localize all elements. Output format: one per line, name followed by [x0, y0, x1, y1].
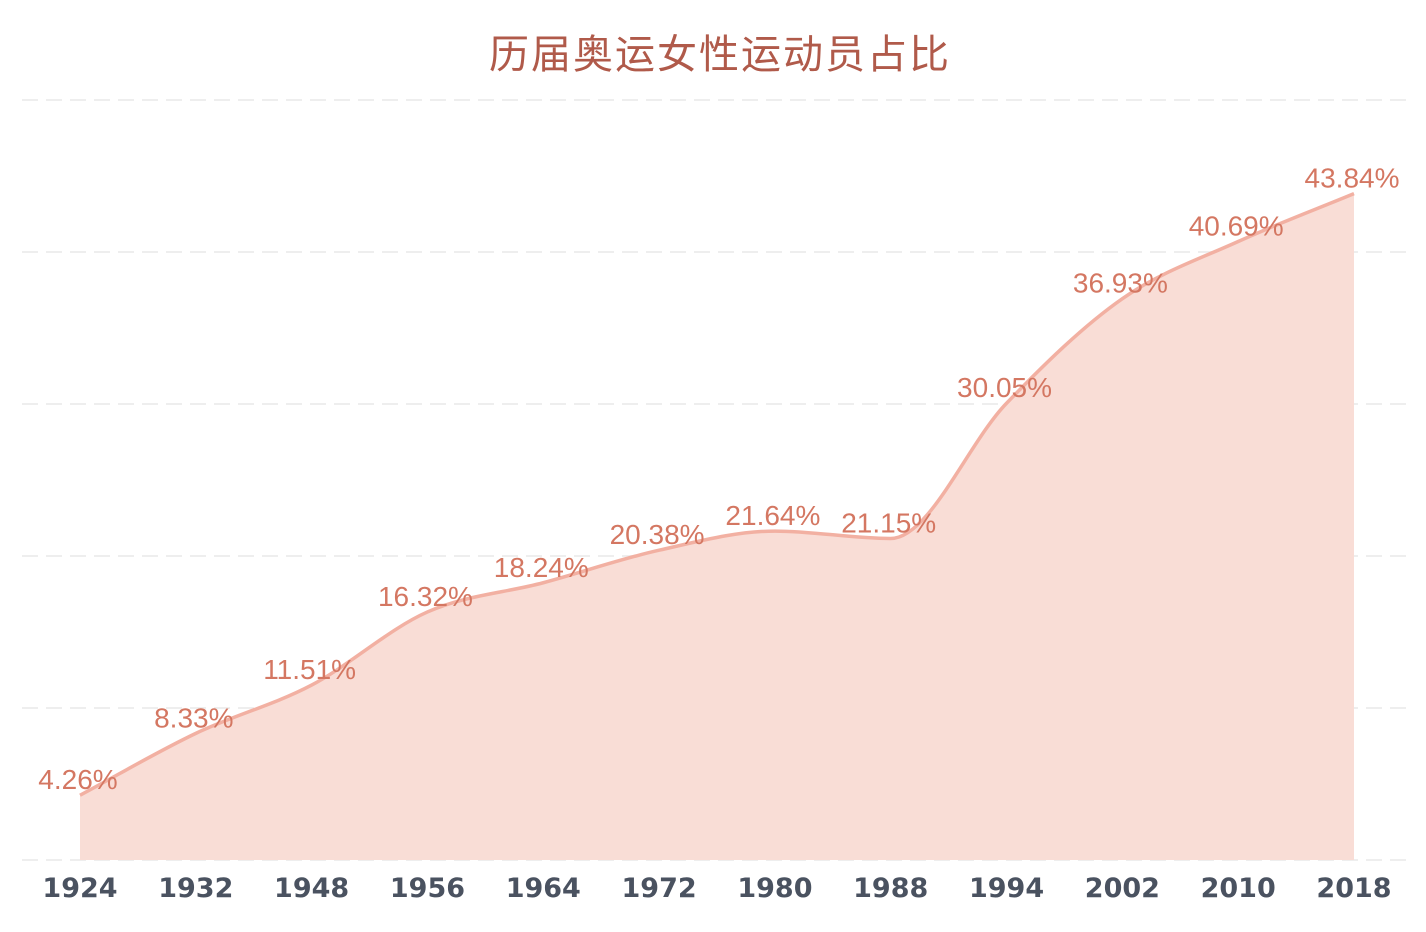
chart-title: 历届奥运女性运动员占比: [489, 32, 951, 78]
x-tick-label: 1972: [622, 873, 697, 904]
x-tick-label: 2010: [1201, 873, 1276, 904]
x-tick-label: 1964: [506, 873, 581, 904]
area-fill: [80, 193, 1354, 860]
x-tick-label: 2018: [1316, 873, 1391, 904]
data-label: 21.64%: [725, 500, 820, 531]
data-labels: 4.26% 8.33% 11.51% 16.32% 18.24% 20.38% 21.64%…: [38, 163, 1399, 796]
x-tick-label: 1988: [853, 873, 928, 904]
data-label: 43.84%: [1305, 163, 1400, 194]
data-label: 36.93%: [1073, 268, 1168, 299]
data-label: 11.51%: [263, 654, 356, 685]
x-tick-label: 1994: [969, 873, 1044, 904]
x-tick-label: 1932: [158, 873, 233, 904]
data-label: 18.24%: [494, 552, 589, 583]
data-label: 4.26%: [38, 764, 117, 795]
x-axis-ticks: 1924 1932 1948 1956 1964 1972 1980 1988 1994 2002…: [42, 873, 1391, 904]
data-label: 16.32%: [378, 581, 473, 612]
x-tick-label: 1924: [42, 873, 117, 904]
x-tick-label: 1956: [390, 873, 465, 904]
data-label: 30.05%: [957, 372, 1052, 403]
x-tick-label: 2002: [1085, 873, 1160, 904]
x-tick-label: 1980: [737, 873, 812, 904]
x-tick-label: 1948: [274, 873, 349, 904]
data-label: 40.69%: [1189, 211, 1284, 242]
data-label: 8.33%: [154, 702, 233, 733]
data-line: [79, 192, 1355, 797]
data-label: 20.38%: [610, 519, 705, 550]
data-label: 21.15%: [841, 508, 936, 539]
